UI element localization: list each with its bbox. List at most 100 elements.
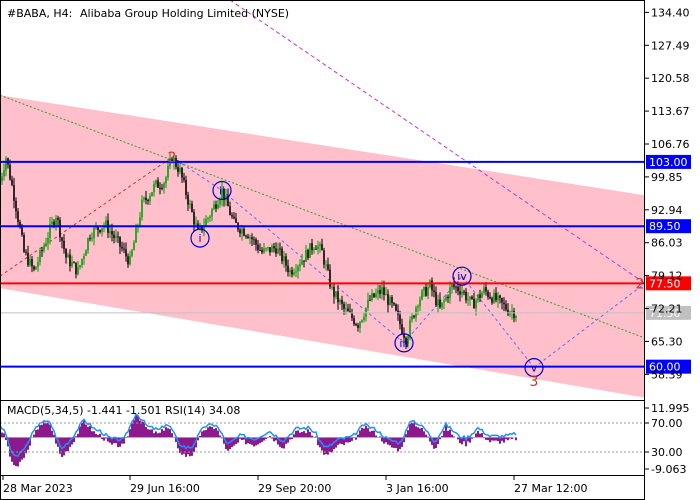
candle-body [95, 226, 97, 228]
level-tag-text-60.00: 60.00 [649, 361, 681, 374]
candle-body [217, 204, 219, 209]
candle-body [195, 223, 197, 225]
candle-body [281, 248, 283, 262]
candle-body [471, 296, 473, 299]
candle-body [413, 315, 415, 318]
wave-label-major-0: 2 [168, 150, 177, 166]
candle-body [183, 177, 185, 180]
candle-body [29, 259, 31, 266]
candle-body [121, 246, 123, 249]
candle-body [213, 204, 215, 210]
candle-body [271, 246, 273, 253]
level-tag-text-103.00: 103.00 [649, 156, 688, 169]
candle-body [293, 272, 295, 275]
candle-body [185, 179, 187, 195]
candle-body [215, 204, 217, 209]
price-tick-label: 65.30 [651, 335, 683, 348]
candle-body [203, 225, 205, 231]
level-tag-60.00 [646, 359, 691, 374]
candle-body [223, 188, 225, 201]
candle-body [225, 195, 227, 201]
candle-body [51, 221, 53, 225]
candle-body [475, 300, 477, 309]
time-tick-label: 29 Sep 20:00 [258, 482, 331, 495]
time-tick-label: 27 Mar 12:00 [514, 482, 587, 495]
candle-body [307, 249, 309, 258]
candle-body [455, 286, 457, 288]
candle-body [425, 287, 427, 296]
candle-body [35, 266, 37, 270]
candle-body [21, 227, 23, 235]
candle-body [465, 291, 467, 301]
candle-body [403, 333, 405, 338]
candle-body [427, 287, 429, 296]
candle-body [283, 256, 285, 262]
candle-body [201, 225, 203, 231]
wave-circle-ii [212, 180, 232, 201]
wave-label-major-6: 3 [530, 374, 539, 390]
candle-body [479, 294, 481, 298]
candle-body [389, 297, 391, 306]
candle-body [477, 294, 479, 301]
candle-body [123, 248, 125, 250]
candle-body [285, 256, 287, 266]
price-tick-label: 106.76 [651, 138, 690, 151]
price-tick-label: 86.03 [651, 237, 683, 250]
candle-body [139, 217, 141, 226]
candle-body [209, 216, 211, 218]
candle-body [111, 231, 113, 235]
candle-body [181, 167, 183, 178]
candle-body [391, 297, 393, 303]
candle-body [275, 248, 277, 254]
candle-body [153, 184, 155, 193]
candle-body [33, 266, 35, 270]
candle-body [335, 291, 337, 297]
candle-body [149, 196, 151, 202]
candle-body [495, 292, 497, 301]
candle-body [243, 228, 245, 236]
candle-body [157, 180, 159, 188]
price-tick-label: 58.39 [651, 368, 683, 381]
candle-body [351, 312, 353, 319]
candle-body [317, 246, 319, 250]
candle-body [5, 158, 7, 171]
price-tick-label: 92.94 [651, 204, 683, 217]
candle-body [15, 200, 17, 212]
candle-body [409, 320, 411, 337]
candle-body [387, 294, 389, 306]
candle-body [241, 228, 243, 234]
current-price-tag [646, 305, 691, 320]
wave-path-segment-0 [0, 156, 173, 277]
candle-body [47, 237, 49, 244]
candle-body [57, 217, 59, 220]
chart-title-instrument: Alibaba Group Holding Limited (NYSE) [80, 7, 289, 20]
candle-body [515, 315, 517, 319]
time-tick-label: 29 Jun 16:00 [130, 482, 200, 495]
candle-body [467, 299, 469, 301]
candle-body [245, 235, 247, 237]
candle-body [179, 167, 181, 173]
candle-body [473, 298, 475, 309]
candle-body [433, 290, 435, 292]
candle-body [417, 306, 419, 308]
candle-body [437, 299, 439, 305]
candle-body [145, 197, 147, 200]
candle-body [401, 324, 403, 334]
candle-body [349, 311, 351, 313]
candle-body [489, 296, 491, 299]
candle-body [453, 283, 455, 287]
macd-histogram [0, 414, 517, 467]
candle-body [109, 231, 111, 233]
candle-body [443, 300, 445, 303]
price-tick-label: 127.49 [651, 39, 690, 52]
candle-body [323, 250, 325, 265]
current-price-tag-text: 71.30 [649, 307, 681, 320]
candle-body [19, 221, 21, 228]
candle-body [75, 262, 77, 275]
candle-body [27, 252, 29, 266]
candle-body [257, 244, 259, 250]
candle-body [483, 287, 485, 294]
candle-body [39, 250, 41, 263]
level-tag-89.50 [646, 219, 691, 234]
candle-body [105, 220, 107, 226]
